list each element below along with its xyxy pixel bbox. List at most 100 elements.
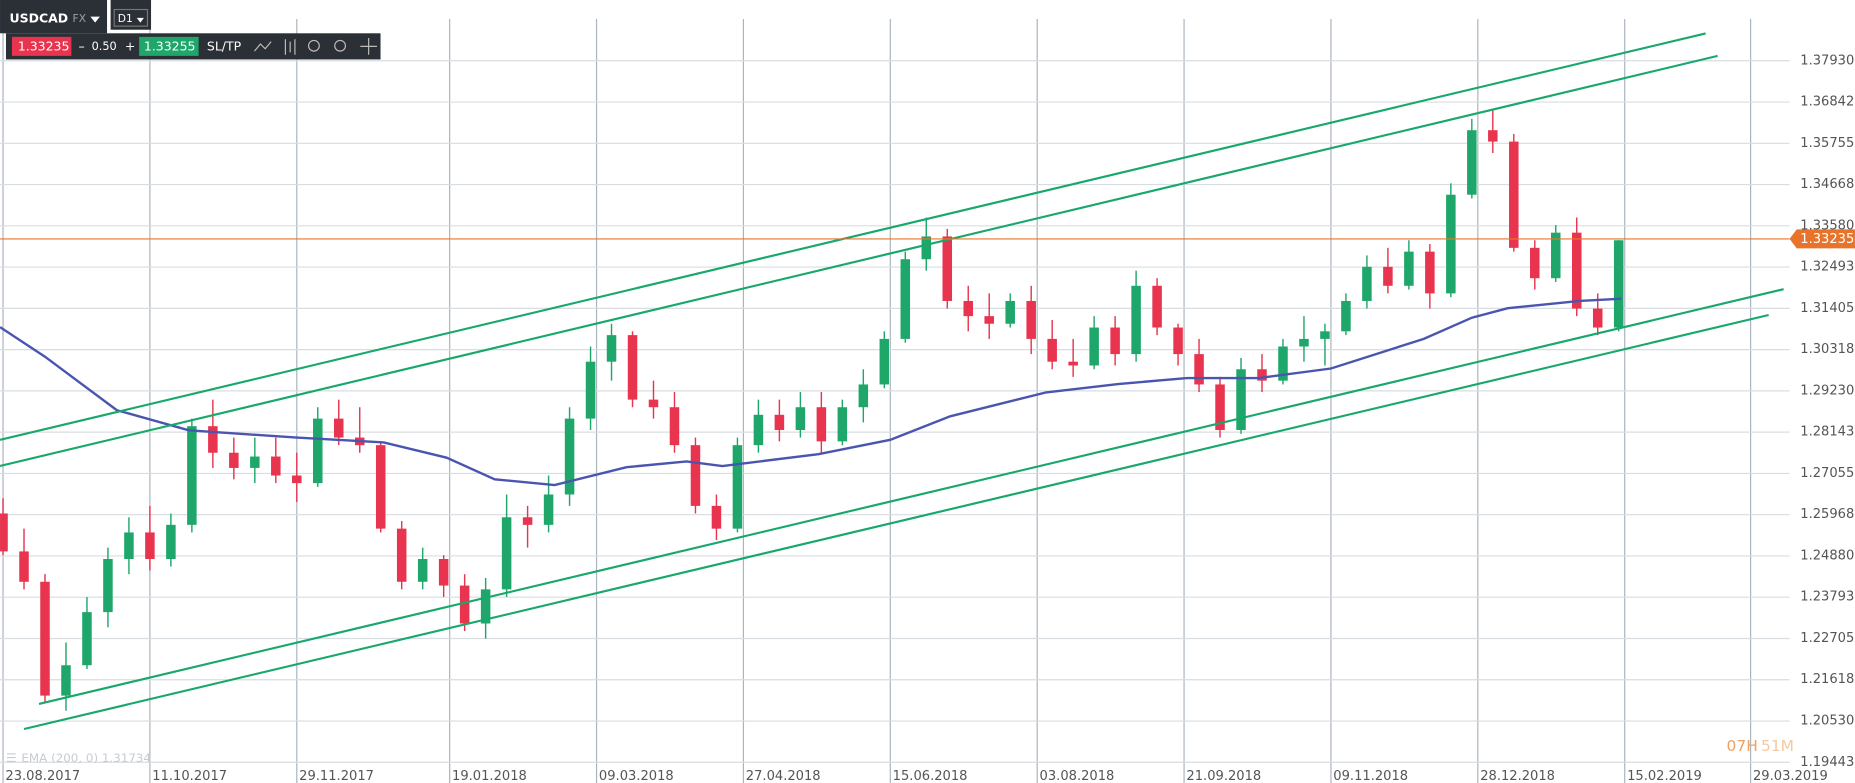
x-tick-label: 09.11.2018: [1333, 769, 1408, 783]
channel-line: [0, 32, 1706, 441]
symbol: USDCAD: [10, 11, 69, 26]
candle-body: [816, 407, 827, 442]
y-tick-label: 1.24880: [1800, 548, 1854, 563]
x-tick-label: 29.11.2017: [299, 769, 374, 783]
candle-body: [1446, 194, 1456, 294]
current-price-label: 1.33235: [1800, 232, 1854, 247]
candle-body: [1362, 266, 1372, 301]
candle-body: [501, 517, 512, 590]
timeframe-frame: [113, 8, 149, 27]
candle-body: [1509, 141, 1519, 248]
y-tick-label: 1.22705: [1800, 631, 1854, 646]
candle-body: [879, 338, 890, 385]
zoom-in-icon[interactable]: [334, 39, 347, 52]
plot-area: [0, 32, 1790, 731]
sell-button[interactable]: [11, 36, 72, 56]
candle-body: [1299, 338, 1309, 347]
y-tick-label: 1.25968: [1800, 507, 1854, 522]
candle-body: [1173, 327, 1183, 355]
candle-body: [1551, 232, 1561, 279]
x-tick-label: 21.09.2018: [1186, 769, 1261, 783]
candle-body: [124, 532, 134, 560]
candle-body: [858, 384, 869, 408]
zoom-out-icon[interactable]: [307, 39, 320, 52]
timeframe-box[interactable]: [110, 0, 152, 30]
candle-body: [1488, 130, 1498, 142]
candle-body: [40, 581, 50, 696]
y-tick-label: 1.21618: [1800, 672, 1854, 687]
candle-body: [837, 407, 848, 442]
candle-body: [271, 456, 281, 476]
x-tick-label: 11.10.2017: [152, 769, 227, 783]
indicator-label: EMA (200, 0) 1.31734: [21, 751, 151, 765]
candle-body: [333, 418, 344, 438]
candle-body: [1215, 384, 1225, 430]
candle-body: [103, 559, 113, 613]
candle-body: [396, 528, 407, 582]
candle-body: [313, 418, 323, 484]
candle-body: [1194, 354, 1204, 385]
timer-hours: 07H: [1727, 737, 1758, 755]
candle-body: [1341, 300, 1351, 332]
y-tick-label: 1.35755: [1800, 136, 1854, 151]
candle-body: [921, 236, 932, 260]
candle-body: [1068, 361, 1078, 366]
y-tick-label: 1.32493: [1800, 260, 1854, 275]
candle-body: [82, 612, 92, 666]
candle-body: [522, 517, 533, 525]
candle-body: [711, 505, 722, 529]
candle-body: [753, 414, 764, 446]
candle-body: [732, 445, 743, 529]
candle-body: [900, 259, 911, 339]
candle-body: [480, 589, 491, 624]
candle-body: [1571, 232, 1582, 309]
minus[interactable]: –: [79, 38, 85, 53]
y-tick-label: 1.31405: [1800, 301, 1854, 316]
candle-body: [1089, 327, 1099, 366]
sl-tp[interactable]: SL/TP: [207, 38, 242, 53]
candle-body: [0, 513, 8, 552]
candle-body: [187, 426, 197, 525]
candle-body: [984, 316, 994, 324]
candle-body: [166, 524, 176, 560]
y-tick-label: 1.29230: [1800, 383, 1854, 398]
candle-body: [61, 665, 71, 696]
ema-line: [0, 297, 1622, 487]
buy-button[interactable]: [139, 36, 199, 56]
y-tick-label: 1.28143: [1800, 425, 1854, 440]
candle-body: [1026, 300, 1036, 339]
candle-body: [19, 551, 29, 582]
candle-body: [774, 414, 785, 430]
candle-body: [1592, 308, 1603, 328]
toolbar: USDCAD FX D1 1.33235 – 0.50 + 1.33255 SL…: [0, 0, 381, 60]
candle-body: [1425, 251, 1435, 294]
candle-body: [459, 585, 470, 624]
chart-type-icon[interactable]: [254, 41, 272, 52]
x-tick-label: 19.01.2018: [452, 769, 527, 783]
buy-price: 1.33255: [144, 38, 196, 53]
x-tick-label: 15.06.2018: [893, 769, 968, 783]
candle-body: [690, 445, 701, 506]
y-tick-label: 1.30318: [1800, 342, 1854, 357]
candle-body: [1404, 251, 1414, 286]
channel-line: [23, 313, 1769, 731]
sell-price: 1.33235: [18, 38, 70, 53]
candle-body: [1110, 327, 1120, 355]
plus[interactable]: +: [125, 38, 135, 53]
indicator-icon[interactable]: [284, 39, 296, 55]
dropdown-arrow: [136, 17, 144, 23]
candle-body: [250, 456, 260, 468]
y-tick-label: 1.27055: [1800, 466, 1854, 481]
candle-body: [795, 407, 806, 430]
candle-body: [1320, 331, 1330, 339]
crosshair-icon[interactable]: [360, 38, 377, 55]
x-tick-label: 09.03.2018: [599, 769, 674, 783]
x-tick-label: 03.08.2018: [1040, 769, 1115, 783]
candle-body: [417, 559, 428, 582]
candle-body: [1257, 369, 1267, 381]
candle-body: [292, 475, 302, 484]
candle-body: [145, 532, 155, 560]
symbol-box[interactable]: [0, 0, 108, 34]
spread: 0.50: [92, 40, 117, 53]
